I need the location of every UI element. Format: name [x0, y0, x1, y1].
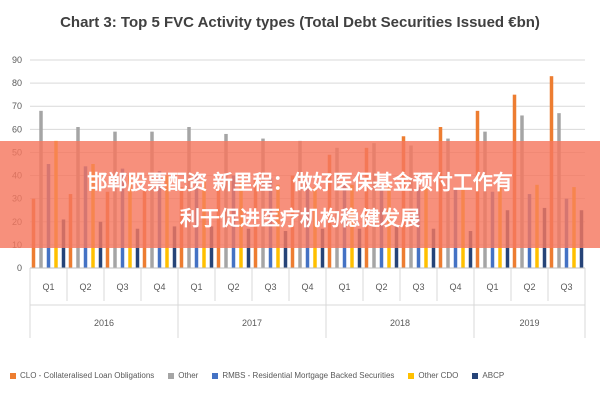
x-tick-label: Q2 [227, 282, 239, 292]
legend-label-other-cdo: Other CDO [418, 371, 459, 380]
legend-item-other: Other [168, 371, 198, 380]
legend-label-clo: CLO - Collateralised Loan Obligations [20, 371, 155, 380]
legend-item-abcp: ABCP [472, 371, 504, 380]
y-tick-label: 90 [12, 55, 22, 65]
chart-legend: CLO - Collateralised Loan Obligations Ot… [10, 371, 600, 380]
legend-label-other: Other [178, 371, 199, 380]
bar-abcp [468, 231, 473, 268]
overlay-line-1: 邯郸股票配资 新里程：做好医保基金预付工作有 [87, 172, 513, 194]
bar-abcp [431, 228, 436, 268]
x-tick-label: Q1 [190, 282, 202, 292]
legend-label-rmbs: RMBS - Residential Mortgage Backed Secur… [222, 371, 395, 380]
x-tick-label: Q4 [153, 282, 165, 292]
chart-title: Chart 3: Top 5 FVC Activity types (Total… [60, 14, 540, 31]
bar-abcp [135, 228, 140, 268]
x-tick-label: Q3 [264, 282, 276, 292]
legend-item-clo: CLO - Collateralised Loan Obligations [10, 371, 154, 380]
group-label: 2019 [519, 318, 539, 328]
x-tick-label: Q4 [449, 282, 461, 292]
overlay-line-2: 利于促进医疗机构稳健发展 [180, 208, 420, 230]
y-tick-label: 0 [17, 263, 22, 273]
x-tick-label: Q1 [338, 282, 350, 292]
legend-label-abcp: ABCP [482, 371, 505, 380]
x-tick-label: Q3 [412, 282, 424, 292]
x-tick-label: Q2 [523, 282, 535, 292]
bar-abcp [246, 228, 251, 268]
bar-abcp [357, 228, 362, 268]
legend-swatch-other [168, 372, 175, 379]
x-tick-label: Q3 [560, 282, 572, 292]
group-label: 2018 [390, 318, 410, 328]
overlay-banner [0, 141, 600, 248]
x-tick-label: Q4 [301, 282, 313, 292]
group-label: 2016 [94, 318, 114, 328]
legend-swatch-abcp [472, 372, 479, 379]
legend-swatch-other-cdo [408, 372, 415, 379]
bar-abcp [283, 231, 288, 268]
x-tick-label: Q1 [42, 282, 54, 292]
y-tick-label: 70 [12, 101, 22, 111]
legend-item-rmbs: RMBS - Residential Mortgage Backed Secur… [212, 371, 394, 380]
group-label: 2017 [242, 318, 262, 328]
x-tick-label: Q1 [486, 282, 498, 292]
bar-abcp [320, 228, 325, 268]
x-tick-label: Q3 [116, 282, 128, 292]
x-tick-label: Q2 [375, 282, 387, 292]
x-tick-label: Q2 [79, 282, 91, 292]
y-tick-label: 60 [12, 124, 22, 134]
legend-swatch-clo [10, 372, 16, 379]
legend-item-other-cdo: Other CDO [408, 371, 458, 380]
y-tick-label: 80 [12, 78, 22, 88]
legend-swatch-rmbs [212, 372, 219, 379]
